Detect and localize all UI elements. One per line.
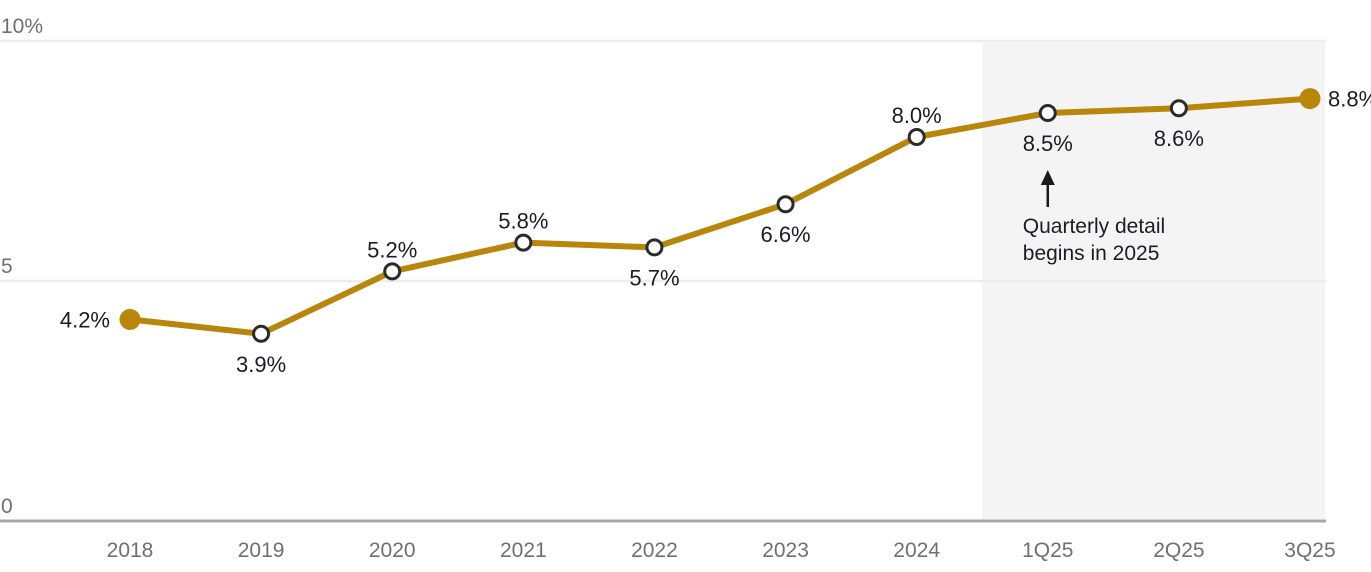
x-tick-label-2021: 2021 bbox=[500, 539, 547, 562]
data-point-2023 bbox=[776, 195, 795, 214]
data-point-3Q25 bbox=[1299, 88, 1321, 110]
annotation-line-2: begins in 2025 bbox=[1023, 242, 1160, 265]
x-tick-label-2023: 2023 bbox=[762, 539, 809, 562]
data-point-2Q25 bbox=[1169, 99, 1188, 118]
data-point-2022 bbox=[645, 238, 664, 257]
data-label-3Q25: 8.8% bbox=[1328, 87, 1371, 112]
data-label-2020: 5.2% bbox=[367, 237, 417, 262]
x-tick-label-2018: 2018 bbox=[107, 539, 154, 562]
data-label-2021: 5.8% bbox=[498, 209, 548, 234]
y-tick-label-10: 10% bbox=[1, 15, 43, 38]
x-tick-label-2020: 2020 bbox=[369, 539, 416, 562]
data-point-1Q25 bbox=[1038, 104, 1057, 122]
data-label-2018: 4.2% bbox=[60, 307, 110, 332]
up-arrow-icon bbox=[1040, 170, 1055, 185]
data-label-2023: 6.6% bbox=[760, 222, 810, 247]
data-label-2022: 5.7% bbox=[629, 265, 679, 290]
data-point-2021 bbox=[514, 233, 533, 252]
data-point-2024 bbox=[907, 128, 926, 146]
data-label-1Q25: 8.5% bbox=[1023, 131, 1073, 156]
series-line bbox=[127, 95, 1313, 337]
y-tick-label-0: 0 bbox=[1, 495, 13, 518]
data-label-2Q25: 8.6% bbox=[1154, 126, 1204, 151]
y-tick-label-5: 5 bbox=[1, 255, 13, 278]
x-tick-label-2Q25: 2Q25 bbox=[1153, 539, 1204, 562]
x-tick-label-2022: 2022 bbox=[631, 539, 678, 562]
data-label-2024: 8.0% bbox=[892, 103, 942, 128]
x-tick-label-3Q25: 3Q25 bbox=[1284, 539, 1335, 562]
data-label-2019: 3.9% bbox=[236, 352, 286, 377]
x-tick-label-2019: 2019 bbox=[238, 539, 285, 562]
data-point-2020 bbox=[383, 262, 402, 281]
data-point-2019 bbox=[252, 324, 271, 343]
x-tick-label-2024: 2024 bbox=[893, 539, 940, 562]
data-point-2018 bbox=[119, 308, 141, 330]
x-tick-label-1Q25: 1Q25 bbox=[1022, 539, 1073, 562]
annotation-line-1: Quarterly detail bbox=[1023, 215, 1165, 238]
